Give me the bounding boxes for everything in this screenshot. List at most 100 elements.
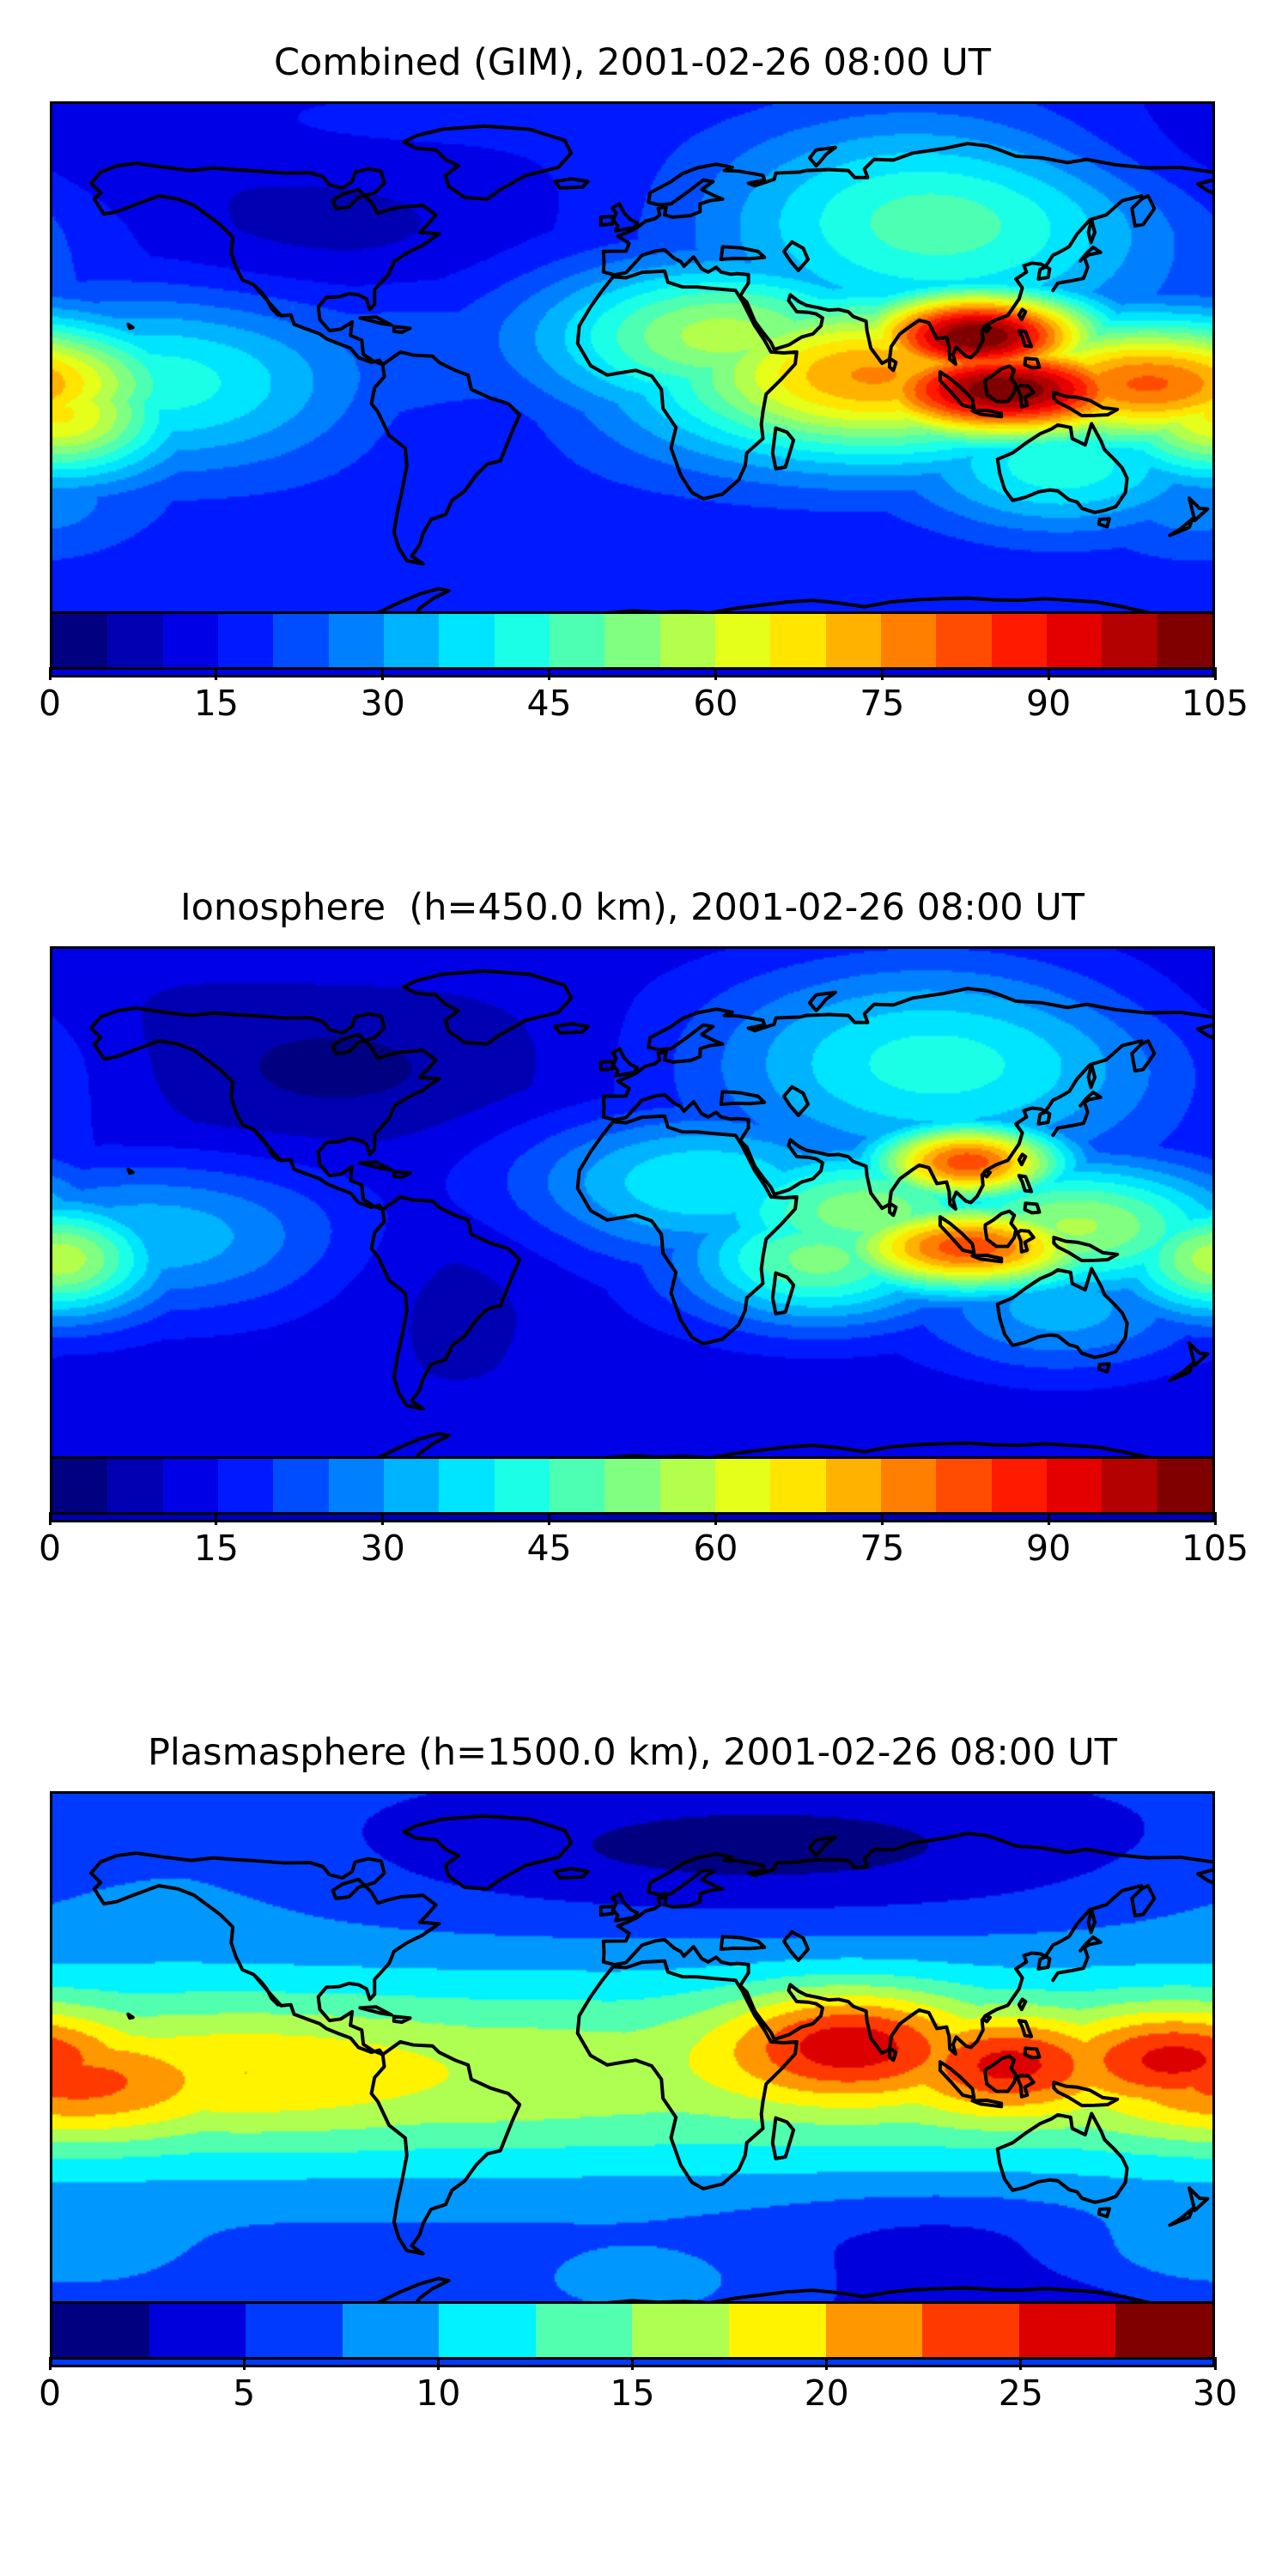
colorbar-tick-label: 0	[38, 1528, 62, 1569]
panel-title: Ionosphere (h=450.0 km), 2001-02-26 08:0…	[179, 886, 1085, 929]
colorbar-segment	[632, 2304, 730, 2357]
colorbar-tick-label: 0	[38, 683, 62, 724]
colorbar-segment	[605, 1459, 660, 1512]
colorbar-segment	[936, 1459, 992, 1512]
colorbar-segment	[217, 1459, 274, 1512]
coastline-path	[52, 969, 1212, 1482]
colorbar-segment	[328, 1459, 384, 1512]
colorbar	[50, 2301, 1215, 2360]
panel-combined-gim: Combined (GIM), 2001-02-26 08:00 UT 0 15 3…	[0, 0, 1288, 845]
colorbar-tick-mark	[48, 1512, 52, 1525]
colorbar-segment	[991, 614, 1047, 667]
colorbar-tick-label: 105	[1181, 1528, 1249, 1569]
colorbar-segment	[549, 1459, 605, 1512]
colorbar-segment	[52, 1459, 108, 1512]
colorbar-segment	[328, 614, 384, 667]
colorbar-tick-label: 60	[693, 683, 738, 724]
colorbar-tick-mark	[242, 2357, 246, 2370]
colorbar-segment	[162, 614, 218, 667]
colorbar-segment	[342, 2304, 440, 2357]
coastlines-overlay	[52, 1814, 1212, 2327]
colorbar-segment	[825, 2304, 923, 2357]
colorbar-tick-label: 30	[360, 683, 405, 724]
panel-ionosphere: Ionosphere (h=450.0 km), 2001-02-26 08:0…	[0, 845, 1288, 1690]
colorbar-segment	[52, 614, 108, 667]
colorbar-tick-label: 75	[860, 683, 905, 724]
colorbar-segment	[107, 1459, 163, 1512]
colorbar-tick-label: 10	[416, 2372, 461, 2414]
colorbar-segment	[439, 1459, 495, 1512]
colorbar-tick-mark	[1047, 1512, 1050, 1525]
panel-title: Combined (GIM), 2001-02-26 08:00 UT	[273, 41, 991, 84]
coastlines-overlay	[52, 969, 1212, 1482]
colorbar-tick-mark	[548, 667, 551, 680]
colorbar-tick-mark	[436, 2357, 440, 2370]
colorbar-segment	[549, 614, 605, 667]
colorbar-tick-label: 90	[1026, 683, 1072, 724]
colorbar-segment	[659, 1459, 715, 1512]
colorbar-tick-label: 90	[1026, 1528, 1072, 1569]
coastline-path	[52, 1814, 1212, 2327]
colorbar-segment	[494, 614, 550, 667]
colorbar-segment	[1046, 1459, 1103, 1512]
colorbar-segment	[714, 1459, 771, 1512]
colorbar-tick-mark	[880, 667, 884, 680]
colorbar-segment	[273, 614, 329, 667]
colorbar-tick-mark	[1047, 667, 1050, 680]
colorbar-segment	[535, 2304, 633, 2357]
colorbar-segment	[1102, 1459, 1157, 1512]
colorbar-ticks: 0 5 10 15 20 25 30	[39, 2357, 1237, 2439]
colorbar-tick-mark	[714, 1512, 717, 1525]
colorbar-tick-mark	[631, 2357, 634, 2370]
colorbar-tick-mark	[1213, 2357, 1217, 2370]
colorbar-ticks: 0 15 30 45 60 75 90 105	[39, 667, 1249, 749]
colorbar-segment	[1018, 2304, 1116, 2357]
map-frame	[50, 101, 1215, 677]
colorbar-tick-mark	[1213, 667, 1217, 680]
colorbar-tick-label: 20	[804, 2372, 849, 2414]
colorbar-segment	[383, 1459, 440, 1512]
colorbar-tick-mark	[381, 1512, 385, 1525]
coastline-path	[52, 124, 1212, 637]
colorbar-tick-label: 30	[360, 1528, 405, 1569]
panel-title: Plasmasphere (h=1500.0 km), 2001-02-26 0…	[147, 1731, 1118, 1774]
colorbar-segment	[880, 1459, 937, 1512]
colorbar-tick-label: 30	[1192, 2372, 1238, 2414]
colorbar-segment	[1157, 1459, 1212, 1512]
colorbar-segment	[605, 614, 660, 667]
colorbar-segment	[770, 1459, 826, 1512]
colorbar-segment	[729, 2304, 826, 2357]
colorbar-segment	[991, 1459, 1047, 1512]
colorbar-segment	[1102, 614, 1157, 667]
colorbar-tick-mark	[215, 667, 218, 680]
colorbar-segment	[922, 2304, 1019, 2357]
colorbar-tick-mark	[1019, 2357, 1023, 2370]
map-frame	[50, 1791, 1215, 2367]
colorbar-segment	[246, 2304, 343, 2357]
colorbar-segment	[273, 1459, 329, 1512]
panel-plasmasphere: Plasmasphere (h=1500.0 km), 2001-02-26 0…	[0, 1690, 1288, 2535]
colorbar-tick-mark	[48, 2357, 52, 2370]
colorbar-segment	[936, 614, 992, 667]
colorbar-tick-mark	[215, 1512, 218, 1525]
colorbar-tick-mark	[381, 667, 385, 680]
colorbar	[50, 1456, 1215, 1515]
colorbar-segment	[714, 614, 771, 667]
colorbar-segment	[439, 614, 495, 667]
colorbar-tick-label: 0	[38, 2372, 62, 2414]
colorbar-tick-label: 105	[1181, 683, 1249, 724]
colorbar-segment	[107, 614, 163, 667]
colorbar-tick-label: 5	[233, 2372, 256, 2414]
colorbar-tick-label: 15	[193, 683, 239, 724]
colorbar-segment	[439, 2304, 536, 2357]
colorbar-segment	[659, 614, 715, 667]
colorbar-tick-label: 45	[526, 1528, 572, 1569]
colorbar-segment	[217, 614, 274, 667]
colorbar-segment	[494, 1459, 550, 1512]
colorbar-tick-mark	[48, 667, 52, 680]
colorbar-tick-label: 75	[860, 1528, 905, 1569]
colorbar-segment	[825, 1459, 881, 1512]
colorbar-tick-mark	[825, 2357, 829, 2370]
colorbar-tick-label: 45	[526, 683, 572, 724]
colorbar-tick-mark	[714, 667, 717, 680]
